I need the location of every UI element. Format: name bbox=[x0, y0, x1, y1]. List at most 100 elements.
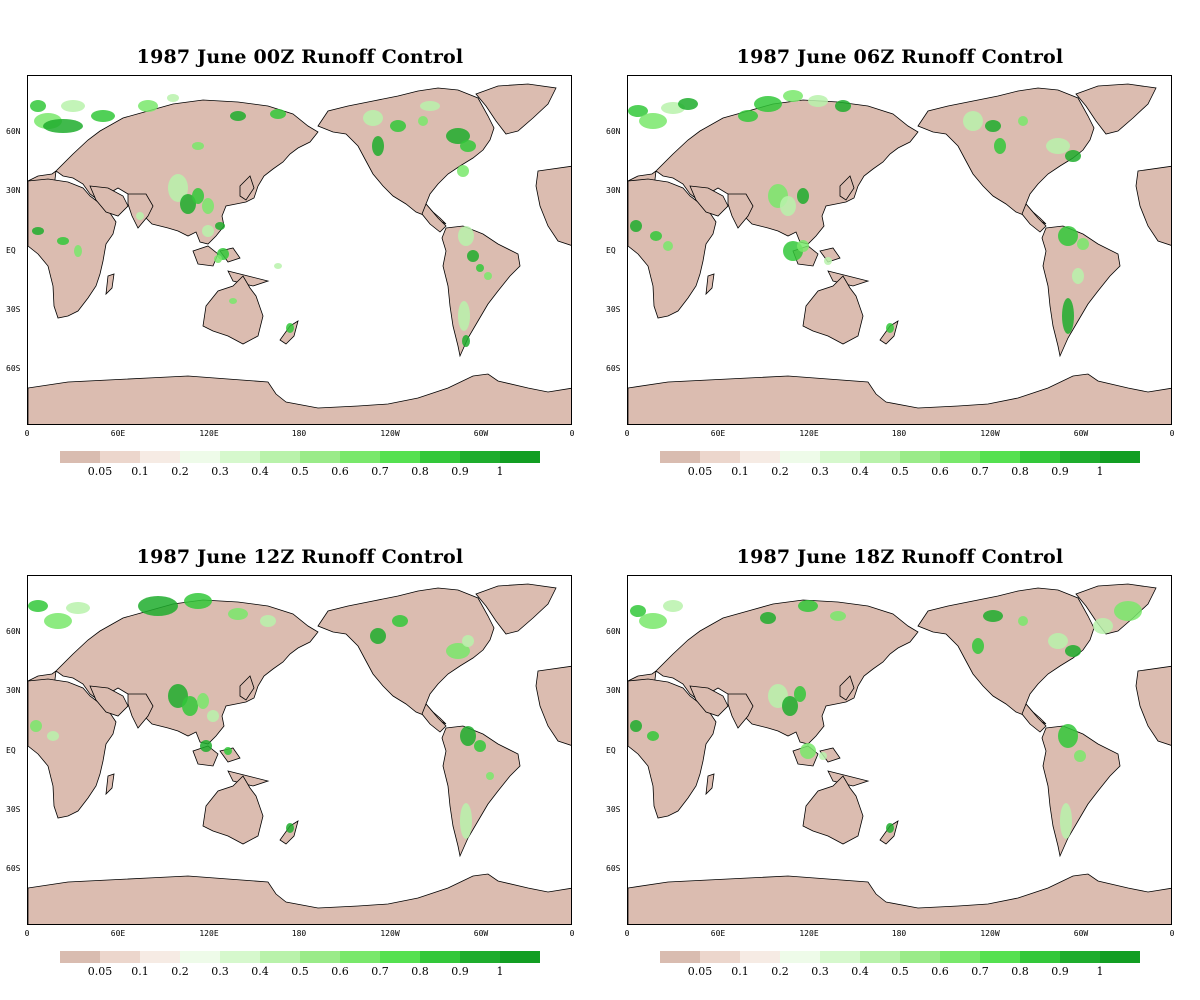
runoff-patch bbox=[138, 100, 158, 112]
runoff-patch bbox=[754, 96, 782, 112]
land-central-america bbox=[1021, 703, 1047, 733]
colorbar-tick-label: 0.05 bbox=[87, 965, 113, 978]
colorbar-swatch bbox=[780, 951, 820, 963]
land-antarctica bbox=[28, 373, 571, 424]
colorbar-labels: 0.05 0.1 0.2 0.3 0.4 0.5 0.6 0.7 0.8 0.9 1 bbox=[60, 465, 540, 479]
land-australia bbox=[802, 775, 864, 845]
lon-label: 60W bbox=[1073, 929, 1089, 938]
lon-label: 180 bbox=[891, 929, 907, 938]
land-greenland bbox=[1075, 83, 1157, 135]
map-svg bbox=[28, 583, 571, 924]
runoff-patch bbox=[136, 212, 144, 220]
runoff-patch bbox=[91, 110, 115, 122]
runoff-patch bbox=[630, 605, 646, 617]
runoff-patch bbox=[457, 165, 469, 177]
runoff-patch bbox=[460, 726, 476, 746]
runoff-patch bbox=[30, 100, 46, 112]
colorbar-swatch bbox=[740, 951, 780, 963]
colorbar-swatch bbox=[260, 451, 300, 463]
runoff-patch bbox=[202, 225, 214, 237]
colorbar-tick-label: 0.05 bbox=[687, 465, 713, 478]
lon-label: 120W bbox=[980, 429, 1000, 438]
runoff-patch bbox=[168, 174, 188, 202]
colorbar-swatch bbox=[1100, 951, 1140, 963]
colorbar-swatch bbox=[220, 451, 260, 463]
lat-label: 30S bbox=[6, 805, 21, 814]
runoff-patch bbox=[270, 109, 286, 119]
lon-label: 60W bbox=[1073, 429, 1089, 438]
colorbar-swatch bbox=[100, 951, 140, 963]
runoff-patch bbox=[467, 250, 479, 262]
runoff-patch bbox=[197, 693, 209, 709]
runoff-patch bbox=[1074, 750, 1086, 762]
land-india bbox=[727, 693, 754, 729]
runoff-patch bbox=[476, 264, 484, 272]
runoff-patch bbox=[835, 100, 851, 112]
colorbar-swatch bbox=[100, 451, 140, 463]
colorbar-swatch bbox=[60, 451, 100, 463]
colorbar-tick-label: 0.4 bbox=[251, 965, 269, 978]
runoff-patch bbox=[800, 743, 816, 759]
colorbar-tick-label: 0.05 bbox=[87, 465, 113, 478]
runoff-patch bbox=[797, 240, 809, 252]
colorbar-tick-label: 0.3 bbox=[811, 965, 829, 978]
colorbar-swatch bbox=[940, 451, 980, 463]
runoff-patch bbox=[798, 600, 818, 612]
colorbar-tick-label: 0.6 bbox=[931, 465, 949, 478]
runoff-patch bbox=[392, 615, 408, 627]
runoff-patch bbox=[650, 231, 662, 241]
runoff-patch bbox=[446, 128, 470, 144]
land-antarctica bbox=[628, 873, 1171, 924]
runoff-map bbox=[27, 575, 572, 925]
runoff-patch bbox=[390, 120, 406, 132]
colorbar-tick-label: 0.4 bbox=[851, 465, 869, 478]
runoff-patch bbox=[215, 222, 225, 230]
colorbar-tick-label: 1 bbox=[1096, 965, 1104, 978]
runoff-patch bbox=[474, 740, 486, 752]
runoff-map bbox=[627, 575, 1172, 925]
land-madagascar bbox=[105, 773, 115, 796]
land-sea-islands bbox=[792, 245, 870, 287]
colorbar-tick-label: 0.2 bbox=[171, 465, 189, 478]
colorbar-tick-label: 0.3 bbox=[211, 465, 229, 478]
runoff-patch bbox=[462, 335, 470, 347]
runoff-patch bbox=[639, 613, 667, 629]
runoff-patch bbox=[760, 612, 776, 624]
land-antarctica bbox=[628, 373, 1171, 424]
runoff-patch bbox=[963, 111, 983, 131]
colorbar-swatch bbox=[780, 451, 820, 463]
land-madagascar bbox=[105, 273, 115, 296]
runoff-patch bbox=[1114, 601, 1142, 621]
lon-label: 120E bbox=[199, 929, 219, 938]
land-australia bbox=[802, 275, 864, 345]
colorbar-tick-label: 1 bbox=[496, 965, 504, 978]
runoff-patch bbox=[182, 696, 198, 716]
lat-label: 60S bbox=[6, 864, 21, 873]
colorbar-tick-label: 0.6 bbox=[931, 965, 949, 978]
colorbar-swatch bbox=[940, 951, 980, 963]
land-arabia bbox=[689, 185, 729, 217]
runoff-patch bbox=[460, 803, 472, 839]
colorbar-swatch bbox=[980, 951, 1020, 963]
runoff-patch bbox=[167, 94, 179, 102]
colorbar-tick-label: 0.6 bbox=[331, 965, 349, 978]
colorbar-swatch bbox=[300, 451, 340, 463]
colorbar-tick-label: 0.7 bbox=[971, 965, 989, 978]
colorbar-swatch bbox=[460, 951, 500, 963]
land-australia bbox=[202, 775, 264, 845]
lat-label: EQ bbox=[6, 246, 16, 255]
colorbar-swatch bbox=[1020, 951, 1060, 963]
lat-label: 30N bbox=[606, 686, 621, 695]
runoff-patch bbox=[1072, 268, 1084, 284]
colorbar-tick-label: 0.4 bbox=[851, 965, 869, 978]
runoff-patch bbox=[200, 740, 212, 752]
runoff-patch bbox=[1018, 616, 1028, 626]
lat-label: 30N bbox=[6, 186, 21, 195]
runoff-patch bbox=[30, 720, 42, 732]
land-south-america bbox=[441, 225, 521, 358]
colorbar-swatch bbox=[1060, 451, 1100, 463]
land-india bbox=[127, 193, 154, 229]
runoff-map bbox=[627, 75, 1172, 425]
lon-label: 120W bbox=[380, 429, 400, 438]
colorbar-tick-label: 0.9 bbox=[451, 965, 469, 978]
